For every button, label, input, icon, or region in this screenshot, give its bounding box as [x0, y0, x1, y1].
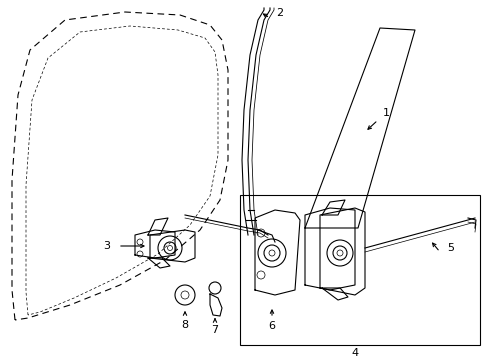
Text: 7: 7: [211, 325, 218, 335]
Text: 6: 6: [268, 321, 275, 331]
Bar: [240, 195, 479, 345]
Text: 8: 8: [181, 320, 188, 330]
Text: 4: 4: [351, 348, 358, 358]
Text: 2: 2: [275, 8, 283, 18]
Text: 1: 1: [382, 108, 389, 118]
Text: 3: 3: [103, 241, 110, 251]
Text: 5: 5: [446, 243, 453, 253]
